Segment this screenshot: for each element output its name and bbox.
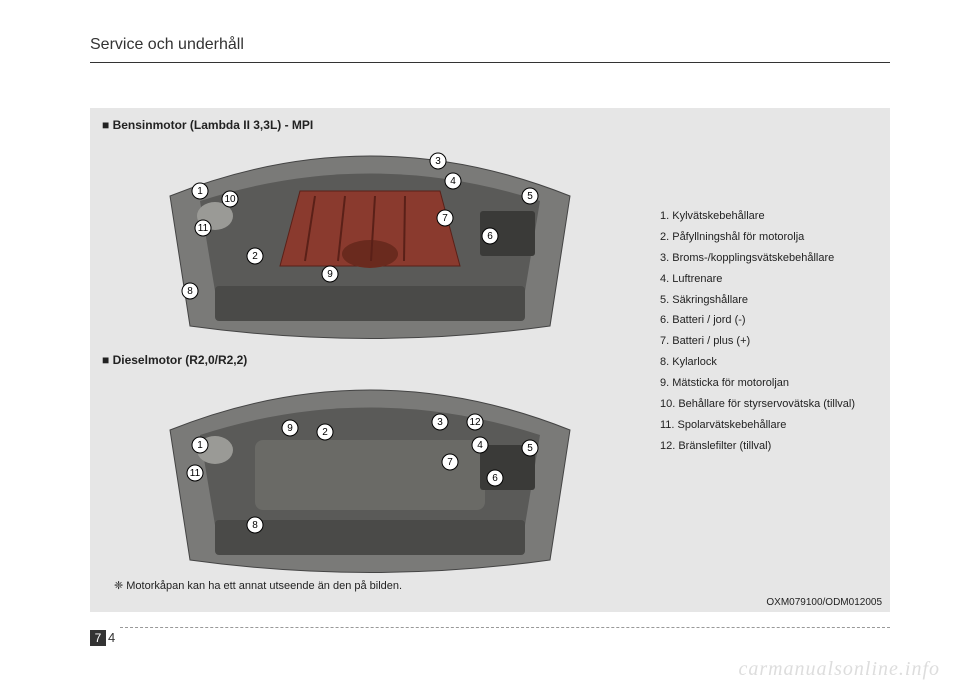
callout-marker: 5 <box>522 188 538 204</box>
callout-marker: 4 <box>445 173 461 189</box>
callout-marker: 3 <box>432 414 448 430</box>
svg-text:9: 9 <box>287 423 293 434</box>
legend-item: 5. Säkringshållare <box>660 290 880 311</box>
legend-item: 7. Batteri / plus (+) <box>660 331 880 352</box>
legend-item: 2. Påfyllningshål för motorolja <box>660 227 880 248</box>
callout-marker: 8 <box>247 517 263 533</box>
page-divider <box>120 627 890 628</box>
svg-text:6: 6 <box>492 473 498 484</box>
svg-text:2: 2 <box>322 427 328 438</box>
page-number-value: 4 <box>108 630 115 645</box>
legend-item: 3. Broms-/kopplingsvätskebehållare <box>660 248 880 269</box>
svg-text:4: 4 <box>450 176 456 187</box>
image-code: OXM079100/ODM012005 <box>766 597 882 608</box>
callout-marker: 9 <box>282 420 298 436</box>
svg-text:5: 5 <box>527 191 533 202</box>
legend-item: 11. Spolarvätskebehållare <box>660 415 880 436</box>
legend-item: 9. Mätsticka för motoroljan <box>660 373 880 394</box>
svg-text:1: 1 <box>197 186 203 197</box>
svg-text:12: 12 <box>469 417 481 428</box>
callout-marker: 1 <box>192 437 208 453</box>
content-panel: ■ Bensinmotor (Lambda II 3,3L) - MPI 1 10… <box>90 108 890 612</box>
svg-text:11: 11 <box>190 468 201 479</box>
legend-list: 1. Kylvätskebehållare2. Påfyllningshål f… <box>660 206 880 457</box>
svg-text:10: 10 <box>224 194 236 205</box>
svg-text:8: 8 <box>187 286 193 297</box>
gasoline-engine-diagram: 1 10 11 2 9 8 34 7 5 6 <box>160 136 580 346</box>
callout-marker: 3 <box>430 153 446 169</box>
footnote: ❈ Motorkåpan kan ha ett annat utseende ä… <box>114 579 402 592</box>
svg-text:3: 3 <box>435 156 441 167</box>
callout-marker: 8 <box>182 283 198 299</box>
callout-marker: 1 <box>192 183 208 199</box>
legend-item: 4. Luftrenare <box>660 269 880 290</box>
header-rule <box>90 62 890 63</box>
svg-text:6: 6 <box>487 231 493 242</box>
callout-marker: 2 <box>317 424 333 440</box>
svg-text:1: 1 <box>197 440 203 451</box>
svg-text:11: 11 <box>198 223 209 234</box>
page-number: 74 <box>90 630 115 646</box>
callout-marker: 6 <box>482 228 498 244</box>
callout-marker: 6 <box>487 470 503 486</box>
callout-marker: 7 <box>442 454 458 470</box>
legend-item: 1. Kylvätskebehållare <box>660 206 880 227</box>
page-title: Service och underhåll <box>90 36 244 54</box>
legend-item: 8. Kylarlock <box>660 352 880 373</box>
callout-marker: 4 <box>472 437 488 453</box>
callout-marker: 11 <box>187 465 203 481</box>
watermark: carmanualsonline.info <box>738 658 940 681</box>
callout-marker: 5 <box>522 440 538 456</box>
svg-text:3: 3 <box>437 417 443 428</box>
legend-item: 6. Batteri / jord (-) <box>660 310 880 331</box>
callout-marker: 12 <box>467 414 483 430</box>
callout-marker: 9 <box>322 266 338 282</box>
svg-text:4: 4 <box>477 440 483 451</box>
diesel-engine-diagram: 1119283124756 <box>160 370 580 580</box>
svg-text:9: 9 <box>327 269 333 280</box>
gasoline-engine-label: ■ Bensinmotor (Lambda II 3,3L) - MPI <box>102 118 313 132</box>
callout-marker: 11 <box>195 220 211 236</box>
diesel-engine-label: ■ Dieselmotor (R2,0/R2,2) <box>102 353 247 367</box>
legend-item: 12. Bränslefilter (tillval) <box>660 436 880 457</box>
callout-marker: 2 <box>247 248 263 264</box>
svg-text:7: 7 <box>447 457 453 468</box>
svg-text:7: 7 <box>442 213 448 224</box>
svg-text:2: 2 <box>252 251 258 262</box>
chapter-number: 7 <box>90 630 106 646</box>
legend-item: 10. Behållare för styrservovätska (tillv… <box>660 394 880 415</box>
callout-marker: 7 <box>437 210 453 226</box>
svg-text:8: 8 <box>252 520 258 531</box>
svg-text:5: 5 <box>527 443 533 454</box>
callout-marker: 10 <box>222 191 238 207</box>
